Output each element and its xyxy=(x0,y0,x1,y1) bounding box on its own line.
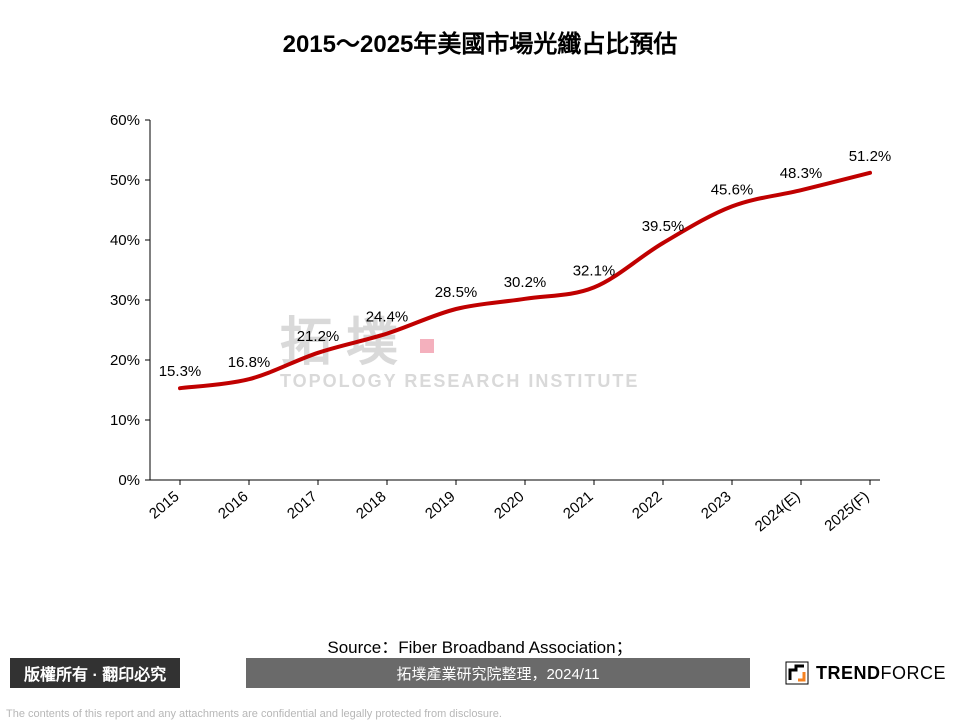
svg-text:28.5%: 28.5% xyxy=(435,284,478,301)
svg-text:15.3%: 15.3% xyxy=(159,363,202,380)
trendforce-logo: TRENDFORCE xyxy=(784,656,946,690)
line-chart: 0%10%20%30%40%50%60% 2015201620172018201… xyxy=(90,110,890,550)
chart-area: 0%10%20%30%40%50%60% 2015201620172018201… xyxy=(90,110,890,550)
svg-text:51.2%: 51.2% xyxy=(849,148,892,165)
footer: 版權所有 · 翻印必究 拓墣產業研究院整理，2024/11 TRENDFORCE xyxy=(0,660,960,702)
svg-text:2021: 2021 xyxy=(560,488,596,522)
svg-text:60%: 60% xyxy=(110,112,140,129)
svg-text:2025(F): 2025(F) xyxy=(821,488,872,535)
svg-text:48.3%: 48.3% xyxy=(780,165,823,182)
footer-mid: 拓墣產業研究院整理，2024/11 xyxy=(246,658,750,688)
svg-text:2017: 2017 xyxy=(284,488,320,522)
disclaimer-text: The contents of this report and any atta… xyxy=(6,708,502,720)
logo-text: TRENDFORCE xyxy=(816,663,946,684)
svg-text:2020: 2020 xyxy=(491,488,527,522)
svg-text:2023: 2023 xyxy=(698,488,734,522)
logo-text-main: TREND xyxy=(816,663,881,683)
footer-copyright: 版權所有 · 翻印必究 xyxy=(10,658,180,688)
svg-text:20%: 20% xyxy=(110,352,140,369)
svg-text:2016: 2016 xyxy=(215,488,251,522)
logo-text-sub: FORCE xyxy=(881,663,947,683)
x-axis: 2015 2016 2017 2018 2019 2020 2021 2022 2023 2024… xyxy=(146,480,880,535)
svg-text:2019: 2019 xyxy=(422,488,458,522)
svg-text:50%: 50% xyxy=(110,172,140,189)
y-axis: 0% 10% 20% 30% 40% 50% 60% xyxy=(110,112,150,489)
svg-text:16.8%: 16.8% xyxy=(228,354,271,371)
page: 2015～2025年美國市場光纖占比預估 拓墣 TOPOLOGY RESEARC… xyxy=(0,0,960,720)
svg-text:39.5%: 39.5% xyxy=(642,218,685,235)
svg-text:45.6%: 45.6% xyxy=(711,181,754,198)
svg-text:0%: 0% xyxy=(118,472,140,489)
logo-mark-icon xyxy=(784,660,810,686)
svg-text:10%: 10% xyxy=(110,412,140,429)
svg-text:2024(E): 2024(E) xyxy=(752,488,804,535)
data-labels: 15.3% 16.8% 21.2% 24.4% 28.5% 30.2% 32.1% 39.5%… xyxy=(159,148,892,380)
svg-text:24.4%: 24.4% xyxy=(366,309,409,326)
svg-text:40%: 40% xyxy=(110,232,140,249)
svg-text:30.2%: 30.2% xyxy=(504,274,547,291)
svg-text:2022: 2022 xyxy=(629,488,665,522)
svg-text:21.2%: 21.2% xyxy=(297,328,340,345)
svg-text:2018: 2018 xyxy=(353,488,389,522)
svg-text:2015: 2015 xyxy=(146,488,182,522)
svg-text:32.1%: 32.1% xyxy=(573,262,616,279)
chart-title: 2015～2025年美國市場光纖占比預估 xyxy=(0,24,960,59)
svg-text:30%: 30% xyxy=(110,292,140,309)
